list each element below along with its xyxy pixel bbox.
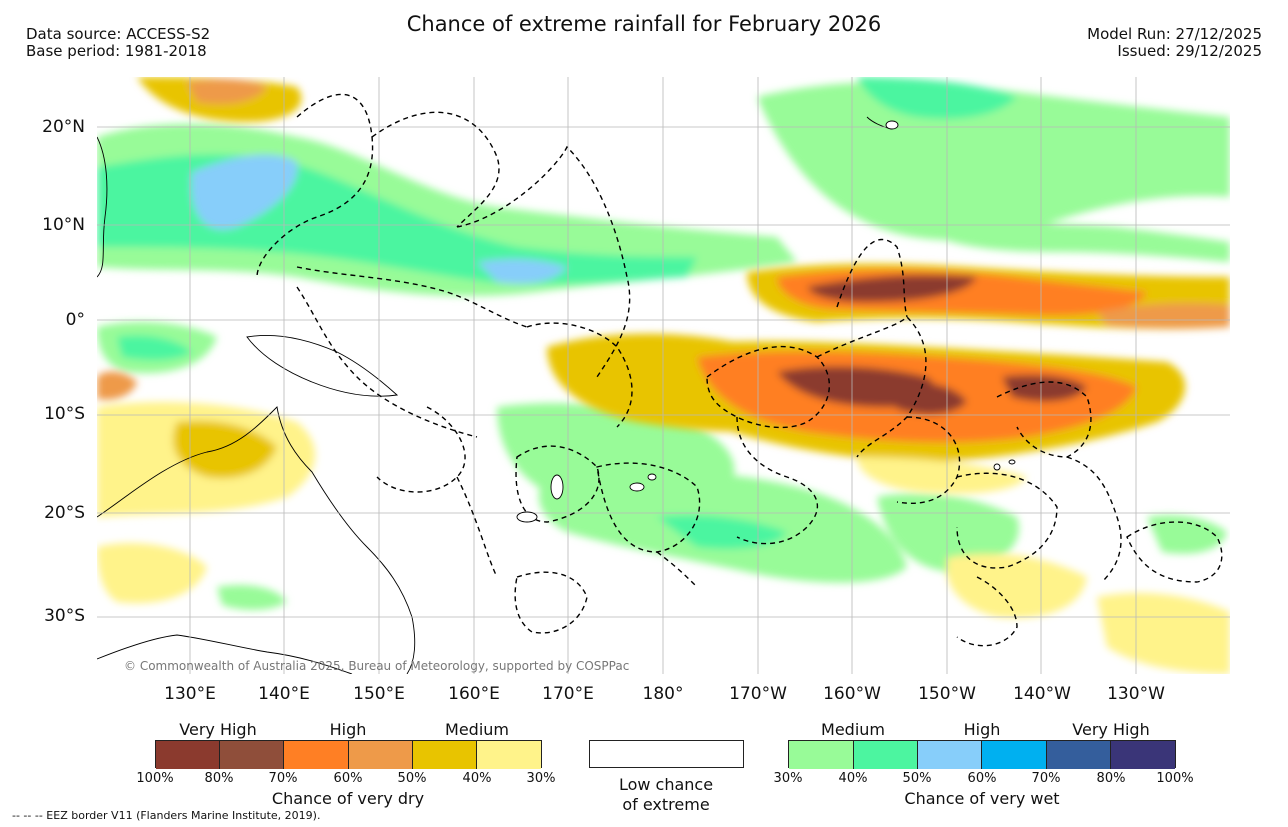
wet-swatch-6 <box>1111 741 1175 769</box>
rainfall-map: © Commonwealth of Australia 2025, Bureau… <box>97 77 1230 674</box>
wet-colorbar <box>788 740 1176 769</box>
lat-label-30s: 30°S <box>44 606 85 626</box>
base-period: Base period: 1981-2018 <box>26 42 207 60</box>
dry-swatch-5 <box>413 741 477 769</box>
wet-swatch-3 <box>918 741 982 769</box>
dry-swatch-1 <box>156 741 220 769</box>
dry-swatch-6 <box>477 741 541 769</box>
lon-label-180: 180° <box>642 684 684 704</box>
chart-title: Chance of extreme rainfall for February … <box>406 12 882 36</box>
dry-regions <box>97 77 1230 674</box>
dry-caption: Chance of very dry <box>271 789 425 808</box>
wet-cat-medium: Medium <box>821 720 885 739</box>
lat-label-0: 0° <box>65 310 85 330</box>
dry-tick-80: 80% <box>204 771 234 786</box>
low-chance-label: Low chance of extreme <box>619 775 713 815</box>
lat-label-10n: 10°N <box>42 215 85 235</box>
lon-label-140w: 140°W <box>1013 684 1071 704</box>
model-run: Model Run: 27/12/2025 <box>1087 25 1262 43</box>
copyright-text: © Commonwealth of Australia 2025, Bureau… <box>124 659 630 673</box>
wet-tick-80: 80% <box>1096 771 1126 786</box>
low-chance-line2: of extreme <box>622 795 710 814</box>
lon-label-150e: 150°E <box>353 684 405 704</box>
dry-swatch-4 <box>349 741 413 769</box>
dry-tick-100: 100% <box>136 771 174 786</box>
dry-tick-60: 60% <box>333 771 363 786</box>
dry-swatch-2 <box>220 741 284 769</box>
dry-tick-40: 40% <box>462 771 492 786</box>
low-chance-line1: Low chance <box>618 775 714 794</box>
wet-tick-40: 40% <box>838 771 868 786</box>
eez-footnote: -- -- -- EEZ border V11 (Flanders Marine… <box>12 809 321 822</box>
dry-tick-30: 30% <box>526 771 556 786</box>
dry-colorbar <box>155 740 542 769</box>
wet-swatch-4 <box>982 741 1047 769</box>
dry-cat-very-high: Very High <box>179 720 257 739</box>
dry-tick-50: 50% <box>397 771 427 786</box>
wet-swatch-2 <box>854 741 918 769</box>
lon-label-130w: 130°W <box>1107 684 1165 704</box>
wet-tick-50: 50% <box>902 771 932 786</box>
lon-label-160w: 160°W <box>823 684 881 704</box>
wet-swatch-1 <box>789 741 854 769</box>
lon-label-150w: 150°W <box>918 684 976 704</box>
data-source: Data source: ACCESS-S2 <box>26 25 211 43</box>
lat-label-10s: 10°S <box>44 404 85 424</box>
dry-cat-high: High <box>329 720 367 739</box>
wet-cat-high: High <box>963 720 1001 739</box>
wet-caption: Chance of very wet <box>904 789 1060 808</box>
wet-cat-very-high: Very High <box>1072 720 1150 739</box>
dry-tick-70: 70% <box>268 771 298 786</box>
lon-label-170w: 170°W <box>729 684 787 704</box>
map-canvas <box>97 77 1230 674</box>
low-chance-swatch <box>589 740 744 768</box>
lon-label-160e: 160°E <box>448 684 500 704</box>
eez-borders <box>256 93 1223 647</box>
wet-tick-60: 60% <box>967 771 997 786</box>
lon-label-170e: 170°E <box>542 684 594 704</box>
wet-swatch-5 <box>1047 741 1111 769</box>
issued-date: Issued: 29/12/2025 <box>1117 42 1262 60</box>
islands <box>516 120 1016 523</box>
lon-label-130e: 130°E <box>164 684 216 704</box>
source-info: Data source: ACCESS-S2 Base period: 1981… <box>26 26 210 60</box>
dry-swatch-3 <box>284 741 349 769</box>
coastlines <box>97 116 893 674</box>
dry-cat-medium: Medium <box>445 720 509 739</box>
lat-label-20s: 20°S <box>44 503 85 523</box>
lon-label-140e: 140°E <box>258 684 310 704</box>
graticule <box>97 77 1230 674</box>
run-info: Model Run: 27/12/2025 Issued: 29/12/2025 <box>1087 26 1262 60</box>
wet-tick-100: 100% <box>1156 771 1194 786</box>
wet-tick-70: 70% <box>1031 771 1061 786</box>
wet-tick-30: 30% <box>773 771 803 786</box>
lat-label-20n: 20°N <box>42 117 85 137</box>
